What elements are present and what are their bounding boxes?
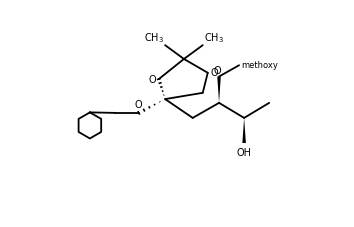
Text: methoxy: methoxy	[241, 61, 278, 70]
Text: O: O	[149, 75, 156, 85]
Polygon shape	[217, 77, 221, 103]
Text: O: O	[213, 66, 221, 76]
Text: O: O	[210, 67, 218, 77]
Text: O: O	[135, 100, 143, 110]
Text: CH$_3$: CH$_3$	[204, 31, 224, 45]
Polygon shape	[242, 118, 246, 143]
Text: OH: OH	[236, 147, 252, 157]
Text: CH$_3$: CH$_3$	[144, 31, 164, 45]
